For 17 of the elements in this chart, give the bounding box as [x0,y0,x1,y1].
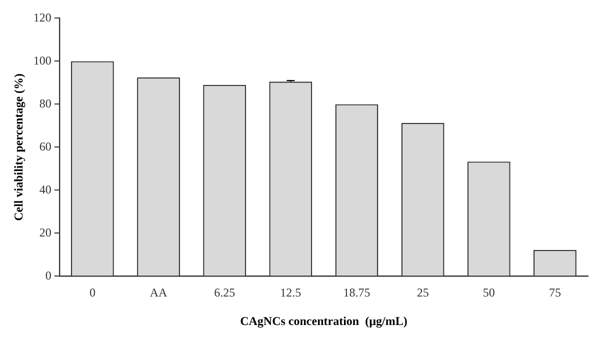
x-tick-label: 18.75 [343,286,370,300]
y-tick-label: 100 [33,53,52,68]
y-axis-title: Cell viability percentage (%) [11,73,26,221]
y-tick-label: 120 [33,10,52,24]
x-tick-label: 75 [548,286,561,300]
x-tick-label: 25 [416,286,429,300]
x-tick-label: 6.25 [214,286,236,300]
x-axis-title: CAgNCs concentration (µg/mL) [240,314,408,328]
x-tick-label: 0 [89,286,96,300]
y-tick-label: 0 [45,268,52,282]
y-tick-label: 40 [39,182,52,196]
y-tick-label: 20 [39,225,52,240]
x-tick-label: AA [150,286,168,300]
y-tick-label: 80 [39,96,52,110]
y-tick-label: 60 [39,139,52,154]
x-tick-label: 50 [482,286,495,300]
x-tick-label: 12.5 [280,286,302,300]
